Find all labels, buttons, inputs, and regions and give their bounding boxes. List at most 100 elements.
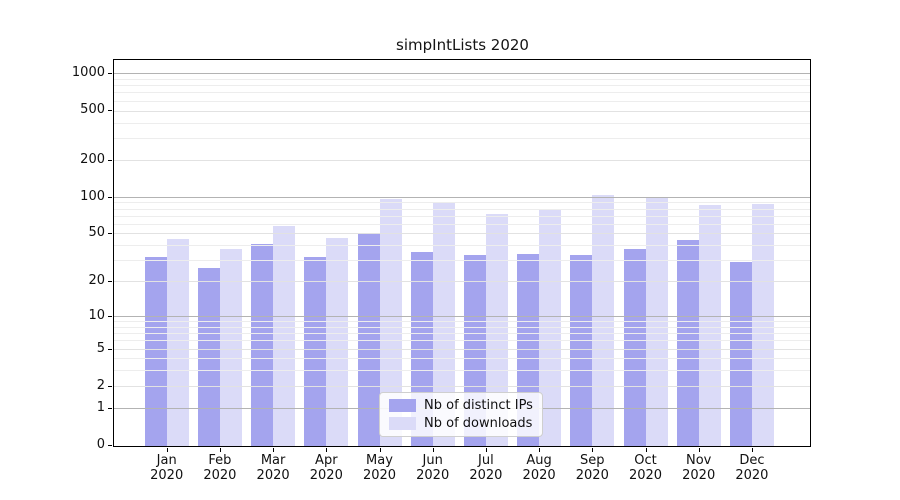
x-tick-mark bbox=[273, 448, 275, 452]
gridline-minor bbox=[114, 137, 811, 139]
gridline-minor bbox=[114, 78, 811, 80]
bar-downloads-aug bbox=[539, 209, 562, 447]
x-tick-mark bbox=[645, 448, 647, 452]
y-tick-mark bbox=[108, 407, 112, 409]
gridline-minor bbox=[114, 223, 811, 225]
gridline-major bbox=[114, 73, 811, 75]
legend-swatch-distinct-ips bbox=[389, 399, 416, 412]
bar-distinct-ips-jan bbox=[144, 256, 167, 447]
legend-label-distinct-ips: Nb of distinct IPs bbox=[424, 397, 533, 413]
gridline-minor bbox=[114, 85, 811, 87]
x-tick-label-dec: Dec 2020 bbox=[735, 453, 769, 483]
x-tick-mark bbox=[698, 448, 700, 452]
x-tick-label-apr: Apr 2020 bbox=[309, 453, 343, 483]
bar-downloads-jul bbox=[485, 214, 508, 447]
gridline-minor bbox=[114, 208, 811, 210]
gridline-minor bbox=[114, 215, 811, 217]
bar-distinct-ips-dec bbox=[729, 261, 752, 447]
x-tick-label-jul: Jul 2020 bbox=[469, 453, 503, 483]
y-tick-mark bbox=[108, 385, 112, 387]
y-tick-label: 2 bbox=[96, 377, 105, 393]
x-tick-label-oct: Oct 2020 bbox=[628, 453, 663, 483]
y-tick-label: 5 bbox=[96, 340, 105, 356]
x-tick-mark bbox=[379, 448, 381, 452]
gridline-minor bbox=[114, 358, 811, 360]
x-tick-mark bbox=[539, 448, 541, 452]
y-tick-label: 0 bbox=[96, 437, 105, 452]
x-tick-mark bbox=[219, 448, 221, 452]
bar-downloads-mar bbox=[273, 225, 296, 447]
gridline-minor bbox=[114, 340, 811, 342]
bar-distinct-ips-oct bbox=[623, 249, 646, 447]
gridline-medium bbox=[114, 110, 811, 112]
y-tick-label: 500 bbox=[80, 102, 105, 118]
gridline-minor bbox=[114, 321, 811, 323]
gridline-major bbox=[114, 316, 811, 317]
x-tick-label-nov: Nov 2020 bbox=[682, 453, 716, 483]
y-tick-label: 10 bbox=[88, 307, 105, 323]
bar-distinct-ips-nov bbox=[676, 240, 699, 447]
x-tick-label-sep: Sep 2020 bbox=[575, 453, 609, 483]
legend: Nb of distinct IPs Nb of downloads bbox=[379, 392, 543, 437]
bar-downloads-sep bbox=[592, 194, 615, 447]
gridline-medium bbox=[114, 233, 811, 235]
chart-title: simpIntLists 2020 bbox=[396, 36, 529, 54]
legend-label-downloads: Nb of downloads bbox=[424, 415, 533, 431]
gridline-medium bbox=[114, 159, 811, 161]
gridline-minor bbox=[114, 370, 811, 372]
y-tick-label: 1000 bbox=[71, 65, 105, 81]
y-tick-mark bbox=[108, 73, 112, 75]
x-tick-mark bbox=[751, 448, 753, 452]
y-tick-label: 1 bbox=[96, 399, 105, 415]
x-tick-label-jun: Jun 2020 bbox=[416, 453, 450, 483]
y-tick-mark bbox=[108, 159, 112, 161]
gridline-major bbox=[114, 196, 811, 198]
bar-downloads-feb bbox=[219, 249, 242, 447]
bar-downloads-jan bbox=[166, 238, 189, 447]
gridline-minor bbox=[114, 92, 811, 94]
bar-distinct-ips-apr bbox=[304, 256, 327, 447]
x-tick-mark bbox=[166, 448, 168, 452]
y-tick-label: 100 bbox=[80, 188, 105, 204]
y-tick-mark bbox=[108, 196, 112, 198]
gridline-medium bbox=[114, 385, 811, 387]
x-tick-mark bbox=[326, 448, 328, 452]
x-tick-label-feb: Feb 2020 bbox=[203, 453, 237, 483]
gridline-minor bbox=[114, 245, 811, 247]
gridline-minor bbox=[114, 326, 811, 328]
bar-distinct-ips-mar bbox=[251, 243, 274, 447]
gridline-minor bbox=[114, 100, 811, 102]
y-tick-mark bbox=[108, 348, 112, 350]
gridline-medium bbox=[114, 348, 811, 350]
y-tick-mark bbox=[108, 281, 112, 283]
x-tick-label-may: May 2020 bbox=[362, 453, 397, 483]
gridline-medium bbox=[114, 281, 811, 283]
legend-swatch-downloads bbox=[389, 417, 416, 430]
gridline-minor bbox=[114, 122, 811, 124]
bar-downloads-may bbox=[379, 199, 402, 447]
legend-entry-distinct-ips: Nb of distinct IPs bbox=[389, 397, 533, 413]
bar-distinct-ips-may bbox=[357, 233, 380, 447]
x-tick-label-aug: Aug 2020 bbox=[522, 453, 556, 483]
legend-entry-downloads: Nb of downloads bbox=[389, 415, 533, 431]
bar-distinct-ips-feb bbox=[197, 267, 220, 447]
gridline-minor bbox=[114, 260, 811, 262]
x-tick-label-mar: Mar 2020 bbox=[256, 453, 290, 483]
bar-downloads-apr bbox=[326, 237, 349, 447]
y-tick-mark bbox=[108, 445, 112, 446]
x-tick-mark bbox=[432, 448, 434, 452]
x-tick-label-jan: Jan 2020 bbox=[150, 453, 184, 483]
x-tick-mark bbox=[485, 448, 487, 452]
x-tick-mark bbox=[592, 448, 594, 452]
bar-distinct-ips-sep bbox=[570, 255, 593, 447]
gridline-minor bbox=[114, 202, 811, 204]
y-tick-mark bbox=[108, 315, 112, 317]
y-tick-label: 200 bbox=[80, 151, 105, 167]
y-tick-label: 20 bbox=[88, 273, 105, 289]
gridline-minor bbox=[114, 333, 811, 335]
y-tick-label: 50 bbox=[88, 225, 105, 241]
y-tick-mark bbox=[108, 110, 112, 112]
